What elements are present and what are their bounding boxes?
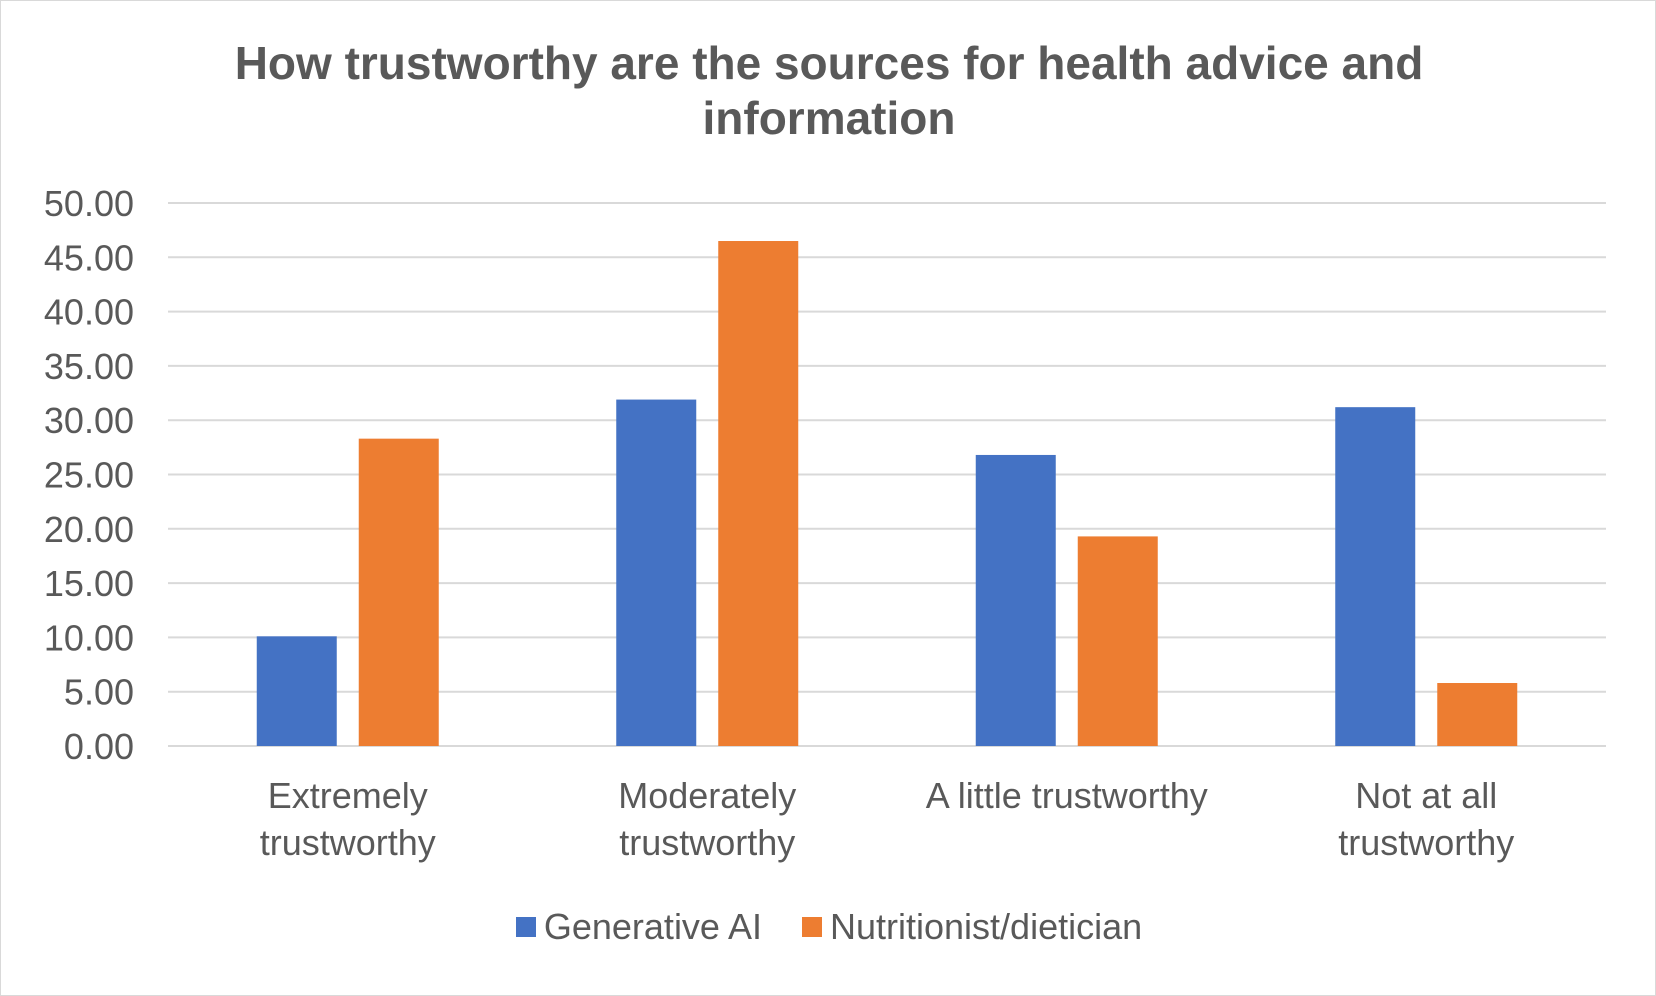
x-tick-label-line: Moderately bbox=[618, 775, 796, 816]
bar-nutritionist-dietician bbox=[718, 241, 799, 746]
y-tick-label: 45.00 bbox=[44, 237, 134, 278]
y-tick-label: 10.00 bbox=[44, 617, 134, 658]
x-tick-label-line: Not at all bbox=[1355, 775, 1497, 816]
y-tick-label: 20.00 bbox=[44, 509, 134, 550]
x-tick-label-line: A little trustworthy bbox=[926, 775, 1208, 816]
y-tick-label: 0.00 bbox=[64, 726, 134, 767]
legend-item-generative-ai: Generative AI bbox=[515, 906, 762, 948]
legend-label-nutritionist-dietician: Nutritionist/dietician bbox=[830, 906, 1143, 947]
legend-item-nutritionist-dietician: Nutritionist/dietician bbox=[802, 906, 1142, 948]
bar-nutritionist-dietician bbox=[1077, 536, 1158, 746]
bar-generative-ai bbox=[256, 636, 337, 746]
y-tick-label: 25.00 bbox=[44, 455, 134, 496]
x-tick-label: Extremely trustworthy bbox=[260, 775, 436, 863]
chart-title: How trustworthy are the sources for heal… bbox=[234, 37, 1424, 144]
x-tick-label: A little trustworthy bbox=[926, 775, 1208, 816]
legend-label-generative-ai: Generative AI bbox=[543, 906, 762, 947]
y-tick-label: 5.00 bbox=[64, 672, 134, 713]
x-tick-label: Not at all trustworthy bbox=[1338, 775, 1514, 863]
x-tick-label-line: Extremely bbox=[268, 775, 428, 816]
bar-nutritionist-dietician bbox=[1437, 683, 1518, 746]
y-tick-label: 50.00 bbox=[44, 183, 134, 224]
legend: Generative AI Nutritionist/dietician bbox=[1, 906, 1656, 948]
bar-generative-ai bbox=[975, 454, 1056, 746]
bars bbox=[256, 241, 1518, 746]
x-tick-label-line: trustworthy bbox=[1338, 822, 1514, 863]
legend-swatch-generative-ai bbox=[515, 917, 536, 937]
bar-generative-ai bbox=[616, 399, 697, 746]
y-tick-label: 30.00 bbox=[44, 400, 134, 441]
y-tick-label: 35.00 bbox=[44, 346, 134, 387]
x-tick-label: Moderately trustworthy bbox=[618, 775, 796, 863]
bar-nutritionist-dietician bbox=[358, 438, 439, 746]
y-tick-label: 40.00 bbox=[44, 292, 134, 333]
y-tick-label: 15.00 bbox=[44, 563, 134, 604]
y-axis-ticks: 0.00 5.00 10.00 15.00 20.00 25.00 30.00 35.00 40… bbox=[44, 183, 134, 767]
legend-swatch-nutritionist-dietician bbox=[802, 917, 822, 937]
x-tick-label-line: trustworthy bbox=[619, 822, 795, 863]
x-axis-ticks: Extremely trustworthy Moderately trustworth… bbox=[260, 775, 1515, 863]
x-tick-label-line: trustworthy bbox=[260, 822, 436, 863]
bar-generative-ai bbox=[1335, 407, 1416, 746]
